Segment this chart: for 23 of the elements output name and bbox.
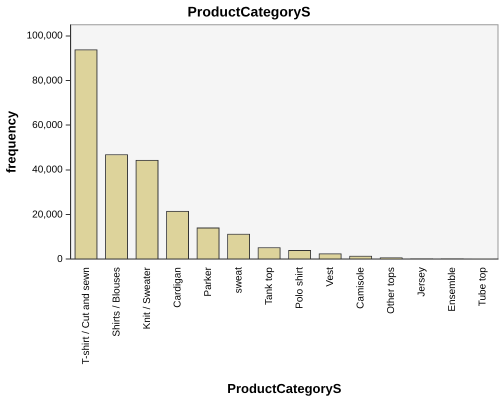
y-tick-label: 0 xyxy=(57,254,64,265)
y-axis-title: frequency xyxy=(3,110,18,174)
x-tick-label: Tube top xyxy=(477,266,488,306)
x-tick-label: Vest xyxy=(324,266,336,287)
x-tick-label: Ensemble xyxy=(446,266,458,312)
x-tick-label: Jersey xyxy=(416,267,428,297)
y-tick-label: 20,000 xyxy=(32,209,64,220)
y-tick-label: 80,000 xyxy=(32,75,64,86)
x-tick-label: Shirts / Blouses xyxy=(111,267,122,337)
x-tick-label: Other tops xyxy=(386,267,397,314)
y-tick-label: 40,000 xyxy=(32,164,64,176)
y-tick-label: 60,000 xyxy=(32,120,64,131)
x-axis-title: ProductCategoryS xyxy=(227,380,342,396)
y-tick-label: 100,000 xyxy=(26,30,64,42)
chart-title: ProductCategoryS xyxy=(188,3,310,20)
x-tick-label: Cardigan xyxy=(172,267,184,308)
x-tick-label: Tank top xyxy=(264,266,275,305)
x-tick-label: Parker xyxy=(202,266,214,297)
x-tick-label: Knit / Sweater xyxy=(142,266,153,330)
x-tick-label: Camisole xyxy=(355,266,366,309)
x-tick-label: sweat xyxy=(233,266,244,294)
x-tick-label: T-shirt / Cut and sewn xyxy=(80,267,92,364)
x-tick-label: Polo shirt xyxy=(294,266,306,309)
